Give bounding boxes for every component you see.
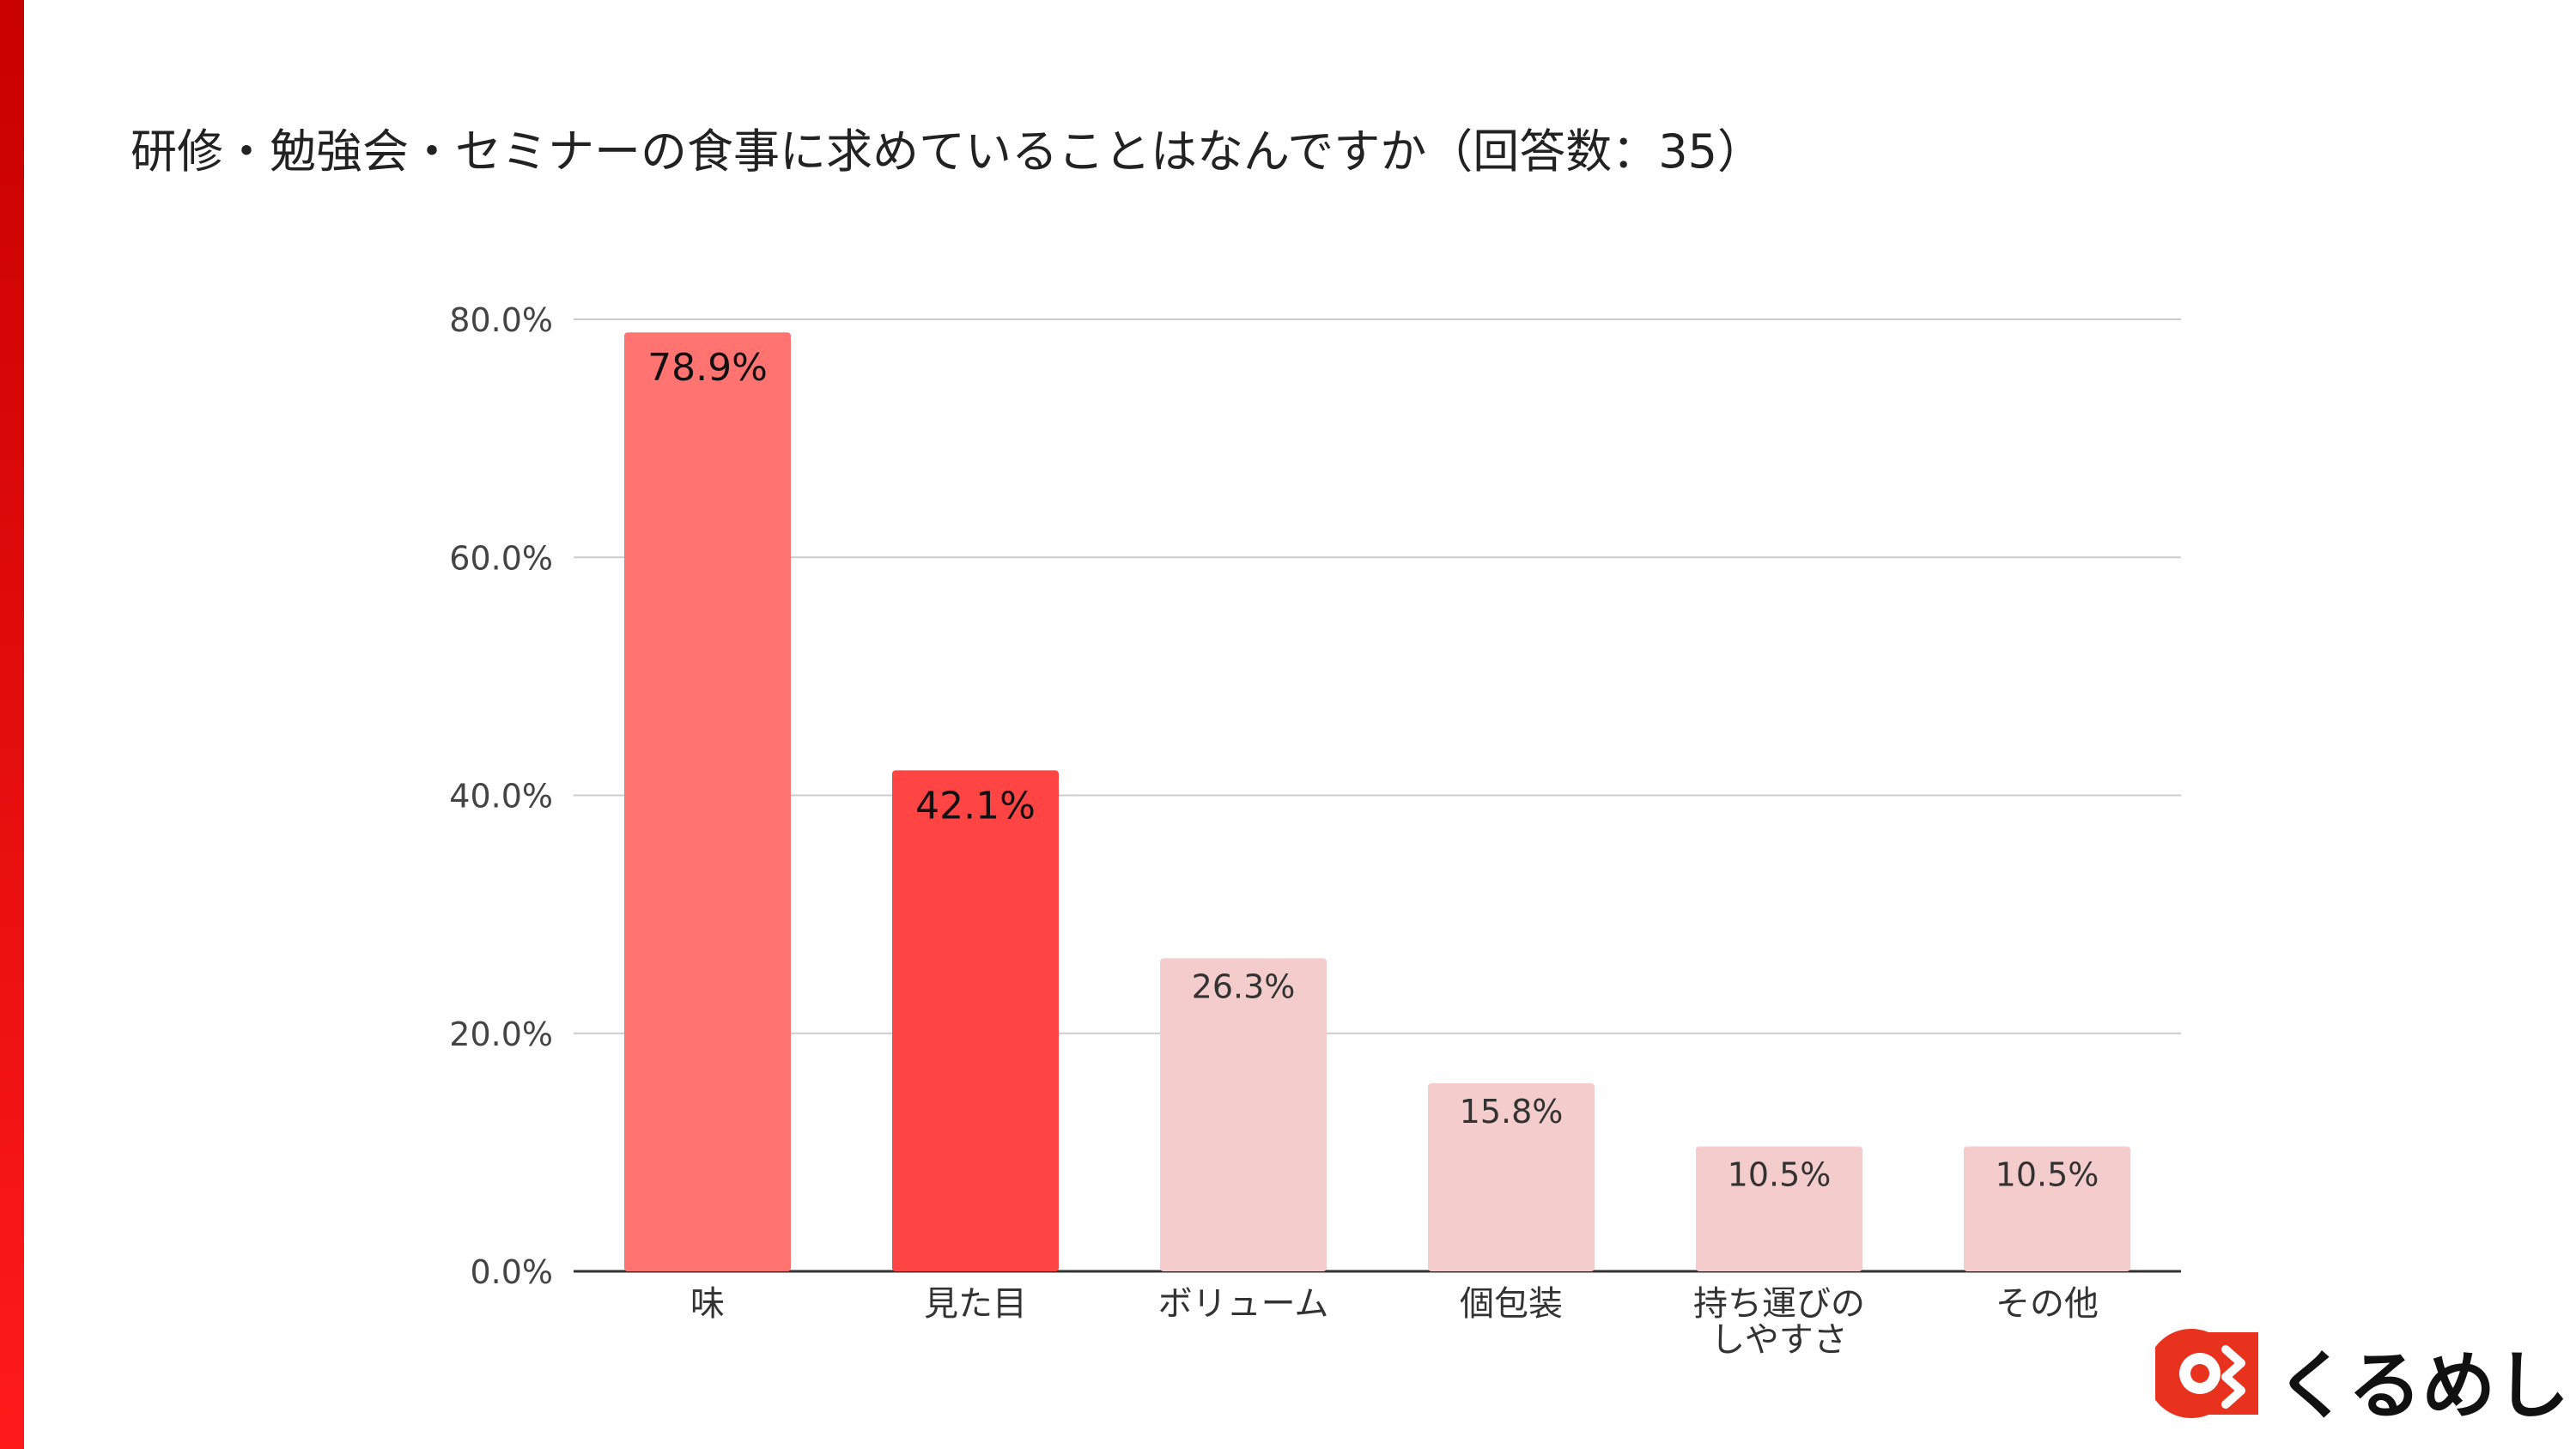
chart-title: 研修・勉強会・セミナーの食事に求めていることはなんですか（回答数：35） <box>131 124 1765 179</box>
x-category-label: その他 <box>1996 1284 2099 1324</box>
bar <box>1964 1146 2130 1271</box>
y-tick-label: 40.0% <box>449 778 553 815</box>
data-label: 78.9% <box>647 346 768 390</box>
y-tick-label: 80.0% <box>449 301 553 339</box>
bar <box>1428 1082 1595 1271</box>
x-category-label: 個包装 <box>1460 1284 1563 1324</box>
logo-icon <box>2147 1329 2258 1418</box>
data-label: 10.5% <box>1996 1155 2099 1193</box>
x-category-label: 味 <box>690 1284 725 1324</box>
y-tick-label: 60.0% <box>449 539 553 577</box>
x-category-label: しやすさ <box>1710 1320 1848 1360</box>
data-label: 10.5% <box>1728 1155 1832 1193</box>
data-label: 26.3% <box>1192 967 1296 1005</box>
y-tick-label: 0.0% <box>470 1253 553 1291</box>
x-category-label: 持ち運びの <box>1693 1284 1865 1324</box>
data-label: 15.8% <box>1460 1093 1564 1131</box>
x-category-label: ボリューム <box>1158 1284 1329 1324</box>
y-tick-label: 20.0% <box>449 1016 553 1053</box>
bar <box>892 770 1059 1271</box>
bar <box>1160 958 1327 1271</box>
logo-text: くるめし <box>2275 1343 2570 1429</box>
x-category-label: 見た目 <box>924 1284 1027 1324</box>
left-accent-bar <box>0 0 24 1449</box>
bar <box>624 332 791 1271</box>
bar <box>1696 1146 1862 1271</box>
data-label: 42.1% <box>915 784 1036 828</box>
kurumeshi-logo: くるめし <box>2147 1322 2569 1429</box>
